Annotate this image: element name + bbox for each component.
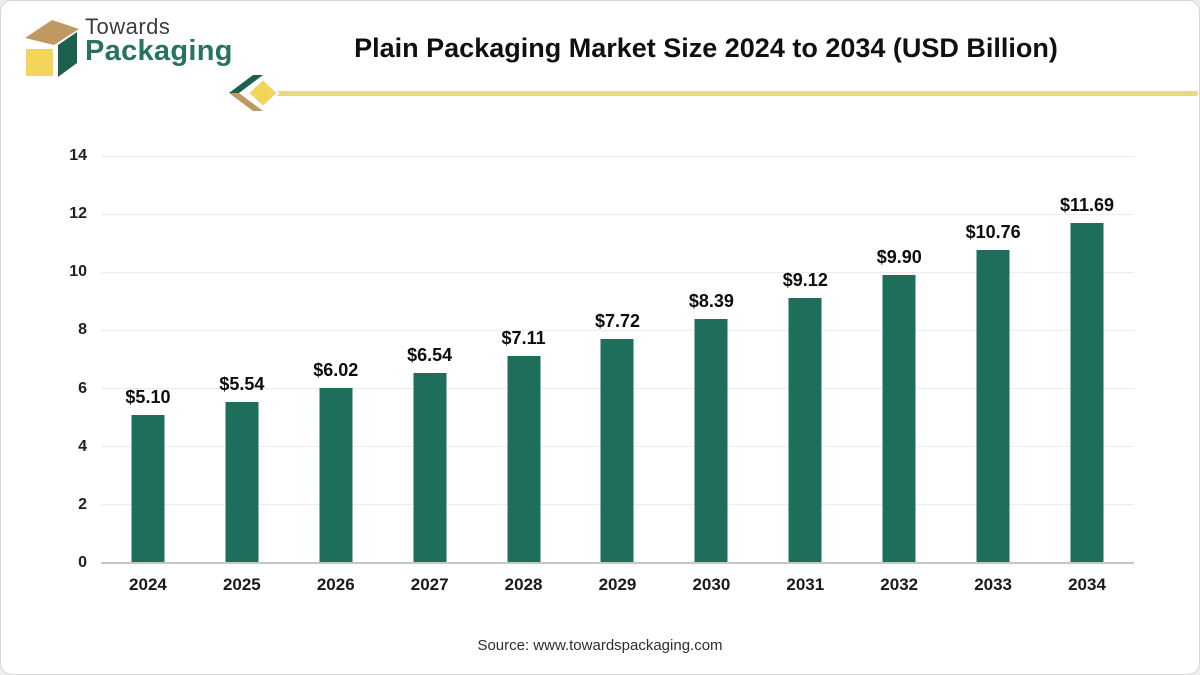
y-tick-label-14: 14 [69,147,87,164]
y-axis: 0 2 4 6 8 10 12 14 [29,147,87,571]
bar-2034 [1070,223,1104,563]
y-tick-label-8: 8 [78,321,87,339]
bar-slot-2027: $6.54 [383,156,477,563]
y-tick-label-6: 6 [78,379,87,397]
bar-2030 [694,319,728,563]
value-label-2024: $5.10 [125,386,171,407]
bar-slot-2025: $5.54 [195,156,289,563]
bar-slot-2028: $7.11 [477,156,571,563]
bar-2033 [976,250,1010,563]
x-tick-label-2031: 2031 [786,575,825,594]
divider-arrow-icon [229,75,280,111]
bar-slot-2030: $8.39 [664,156,758,563]
value-label-2025: $5.54 [219,373,265,394]
x-tick-label-2030: 2030 [692,575,731,594]
bar-2026 [319,388,353,563]
bar-2032 [882,275,916,563]
value-label-2028: $7.11 [501,328,546,349]
x-tick-label-2028: 2028 [504,575,543,594]
y-tick-label-0: 0 [78,554,87,571]
divider-chevron-bottom [229,93,263,111]
bar-slot-2026: $6.02 [289,156,383,563]
divider-chevron-top [229,75,263,93]
plot-area: $5.10 $5.54 $6.02 $6.54 $7.11 $7.72 $8.39 $9.12… [101,155,1134,563]
x-tick-label-2034: 2034 [1068,575,1106,594]
value-label-2033: $10.76 [965,222,1021,243]
brand-name-towards: Towards [85,14,171,39]
value-label-2030: $8.39 [688,291,734,312]
box-front-face [26,49,53,76]
x-tick-label-2025: 2025 [222,575,261,594]
box-top-face [25,20,79,45]
value-label-2032: $9.90 [876,247,922,268]
bar-slot-2034: $11.69 [1040,156,1134,563]
value-label-2026: $6.02 [313,360,359,380]
x-axis: 2024 2025 2026 2027 2028 2029 2030 2031 2032 2033… [101,575,1134,595]
value-label-2034: $11.69 [1060,195,1115,216]
x-tick-label-2033: 2033 [974,575,1013,594]
bar-2027 [413,372,447,563]
chart-title: Plain Packaging Market Size 2024 to 2034… [354,33,1058,63]
gridline-10 [101,271,1134,273]
bar-slot-2031: $9.12 [758,156,852,563]
bar-slot-2029: $7.72 [571,156,665,563]
gridline-14 [101,155,1134,157]
x-tick-label-2029: 2029 [598,575,637,594]
y-tick-label-4: 4 [78,437,87,455]
bar-2029 [600,338,634,563]
value-label-2031: $9.12 [782,269,828,290]
x-tick-label-2032: 2032 [880,575,919,594]
y-tick-label-10: 10 [69,263,87,281]
bar-slot-2033: $10.76 [946,156,1040,563]
y-tick-label-12: 12 [69,205,87,223]
divider-diamond [246,77,280,109]
bar-2024 [131,414,165,563]
x-axis-line [101,562,1134,564]
gridline-12 [101,213,1134,215]
x-tick-label-2024: 2024 [129,575,167,594]
bar-2031 [788,297,822,563]
packaging-box-3d-icon [25,20,79,77]
source-note: Source: www.towardspackaging.com [477,637,723,654]
box-right-face [58,32,77,77]
bar-2025 [225,401,259,563]
bar-slot-2024: $5.10 [101,156,195,563]
bar-2028 [507,356,541,563]
gridline-8 [101,329,1134,331]
brand-name-packaging: Packaging [85,35,233,67]
x-tick-label-2027: 2027 [410,575,449,594]
x-tick-label-2026: 2026 [316,575,355,594]
value-label-2027: $6.54 [407,344,453,365]
divider-line [269,91,1198,96]
y-tick-label-2: 2 [78,495,87,513]
value-label-2029: $7.72 [594,310,640,331]
bar-slot-2032: $9.90 [852,156,946,563]
